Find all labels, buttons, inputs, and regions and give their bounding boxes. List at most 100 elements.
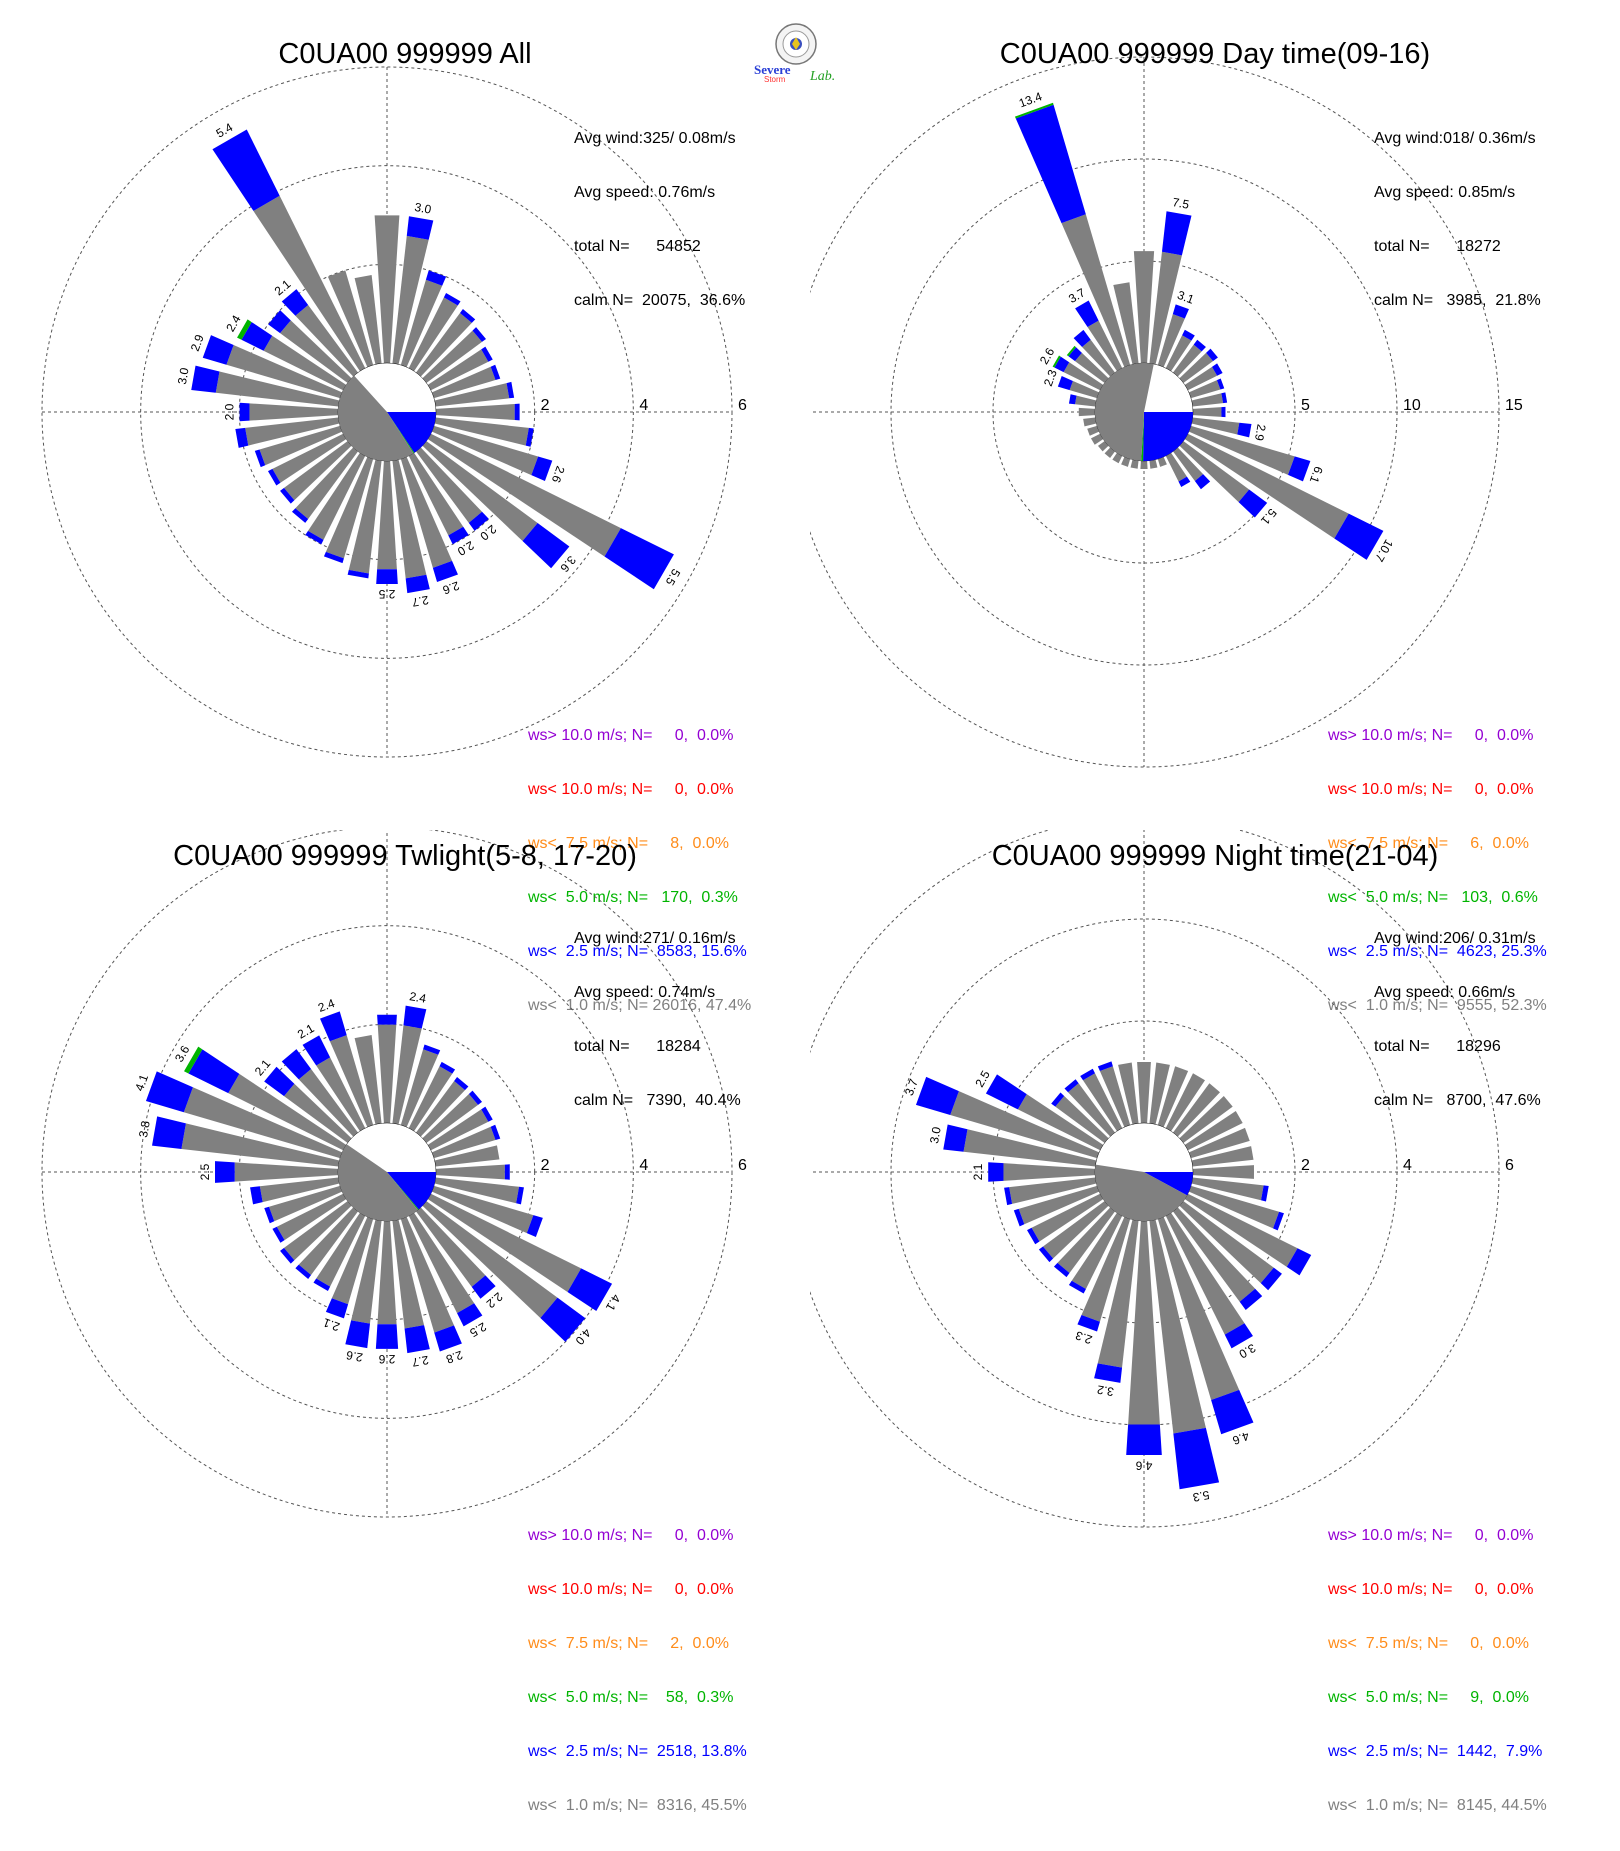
bar-segment-blue [1182,329,1195,341]
bar-segment-gray [435,403,515,421]
bar-segment-blue [1161,211,1192,256]
bar-segment-blue [432,560,458,583]
bar-segment-blue [272,1226,285,1243]
bar-segment-blue [302,1035,331,1066]
bar-segment-gray [263,335,347,391]
bar-segment-blue [250,1186,263,1205]
panel-title: C0UA00 999999 Day time(09-16) [999,38,1431,70]
bar-segment-blue [531,456,553,481]
center-pie-blue [1143,412,1193,462]
bars: 2.44.14.02.22.52.82.72.62.62.12.53.84.13… [132,989,623,1369]
windrose-svg-twilight: 2 4 62.44.14.02.22.52.82.72.62.62.12.53.84… [41,830,747,1518]
bar-segment-blue [434,1325,462,1352]
bar-segment-gray [1179,352,1213,383]
bar-segment-gray [422,441,538,542]
legend-ws-lt-2-5: ws< 2.5 m/s; N= 1442, 7.9% [1328,1743,1543,1760]
bar-value-label: 3.2 [1096,1382,1115,1399]
bar-segment-blue [264,1066,295,1097]
bar-segment-gray [1191,393,1224,407]
bar-segment-blue [202,335,234,365]
bar-segment-blue [1238,489,1268,518]
bar-segment-gray [272,433,347,483]
bar-segment-gray [1017,1094,1104,1151]
bar-segment-blue [212,129,280,211]
bar-segment-blue [345,1320,370,1349]
bar-segment-blue [254,449,266,468]
bar-segment-blue [281,1049,312,1080]
bar-value-label: 2.7 [411,593,430,610]
bar-segment-gray [1191,1177,1264,1201]
bar-segment-gray [1149,1062,1170,1125]
bar-segment-blue [1013,1208,1025,1227]
stats-block: Avg wind:271/ 0.16m/s Avg speed: 0.74m/s… [574,894,741,1146]
center-pie-gray [1095,1164,1188,1221]
bar-segment-gray [269,1185,343,1222]
legend-ws-lt-1: ws< 1.0 m/s; N= 9555, 52.3% [1328,997,1547,1014]
bar-segment-gray [327,270,374,368]
center-pie [1094,362,1194,462]
bar-segment-blue [325,1298,349,1319]
bar-segment-blue [188,1049,240,1094]
avg-wind: Avg wind:271/ 0.16m/s [574,930,736,947]
bar-segment-blue [522,523,570,569]
total-n: total N= 18296 [1374,1038,1501,1055]
bar-segment-blue [1068,394,1077,405]
bar-segment-gray [295,447,358,519]
bar-segment-gray [245,417,340,446]
bar-segment-blue [145,1071,193,1113]
bar-segment-gray [284,1083,352,1143]
bar-segment-gray [1099,1066,1131,1128]
bar-segment-blue [443,292,461,306]
bar-value-label: 2.6 [440,578,461,597]
bar-value-label: 7.5 [1171,195,1190,212]
bar-segment-gray [181,1123,340,1167]
bar-segment-gray [392,459,427,579]
ring-label: 4 [639,397,648,414]
bar-segment-gray [1184,1193,1298,1267]
bar-segment-gray [298,1069,358,1137]
bar-value-label: 2.4 [316,996,337,1015]
bar-segment-gray [1112,452,1123,464]
bar-segment-blue [567,1268,613,1312]
bar-segment-gray [431,1126,496,1159]
bar-value-label: 2.3 [1041,367,1060,388]
bar-segment-gray [1188,380,1221,399]
bar-segment-gray [325,456,374,559]
bar-value-label: 2.6 [549,464,568,485]
bar-segment-gray [1157,456,1167,467]
bar-segment-blue [1068,1280,1086,1294]
bar-value-label: 6.1 [1307,464,1326,485]
bar-segment-blue [305,530,324,545]
bar-segment-gray [1157,314,1185,368]
legend-ws-lt-2-5: ws< 2.5 m/s; N= 2518, 13.8% [528,1743,747,1760]
bar-segment-gray [1165,1073,1205,1132]
bar-segment-gray [1179,1096,1233,1143]
bar-segment-blue [313,1278,331,1292]
center-pie-green [387,412,415,454]
bar-segment-gray [1188,1127,1250,1159]
center-pie [1094,1122,1194,1222]
avg-speed: Avg speed: 0.66m/s [1374,984,1516,1001]
bar-segment-blue [1080,1068,1096,1081]
center-pie-blue [387,1172,436,1210]
bar-segment-blue [439,1061,456,1074]
total-n: total N= 18284 [574,1038,701,1055]
bar-segment-gray [400,456,453,568]
bar-segment-gray [1188,1185,1280,1229]
bar-value-label: 2.1 [321,1315,342,1334]
total-n: total N= 54852 [574,238,701,255]
legend-ws-lt-7-5: ws< 7.5 m/s; N= 6, 0.0% [1328,835,1529,852]
bar-value-label: 2.4 [408,989,427,1006]
bar-segment-gray [1165,452,1187,482]
bar-segment-blue [280,487,295,504]
bar-segment-green [237,319,252,340]
bar-segment-gray [416,312,472,377]
bar-segment-gray [1083,417,1097,427]
bar-segment-gray [1149,459,1158,469]
bar-segment-blue [375,1324,399,1349]
bar-segment-blue [514,403,520,421]
bar-segment-gray [249,403,339,421]
bar-segment-blue [1286,1248,1312,1276]
bar-segment-blue [267,468,281,486]
bar-value-label: 2.9 [188,332,207,353]
